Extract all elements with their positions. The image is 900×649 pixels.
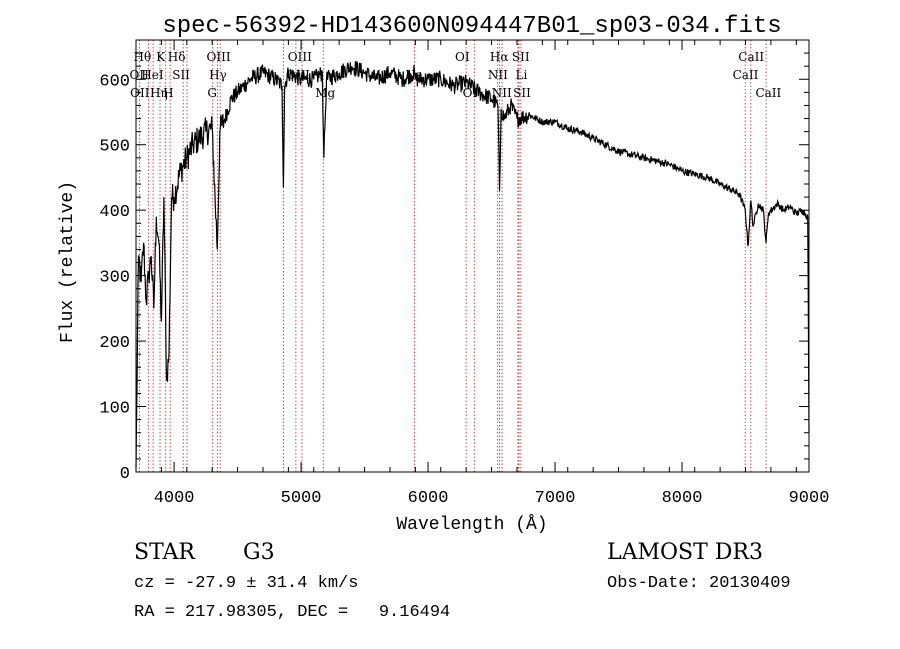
spectral-line-label: SII	[513, 86, 531, 100]
x-tick-label: 6000	[408, 489, 449, 508]
x-tick-label: 9000	[789, 489, 830, 508]
spectral-line-label: OIII	[207, 50, 231, 64]
plot-frame	[135, 39, 810, 473]
spectrum-line	[135, 61, 810, 469]
spectral-line-label: HeI	[141, 68, 164, 82]
x-tick-label: 8000	[662, 489, 703, 508]
spectral-line-label: CaII	[733, 68, 759, 82]
spectral-line-label: Hη	[150, 86, 168, 100]
y-tick-label: 400	[99, 203, 130, 222]
spectral-line-label: H	[163, 86, 173, 100]
x-axis-label: Wavelength (Å)	[396, 514, 547, 535]
spectral-line-label: NII	[492, 86, 512, 100]
y-tick-label: 100	[99, 400, 130, 419]
spectral-line-label: SII	[172, 68, 190, 82]
observation-date: Obs-Date: 20130409	[607, 574, 791, 593]
spectral-line-label: Mg	[315, 86, 335, 100]
y-tick-label: 200	[99, 334, 130, 353]
y-axis-label: Flux (relative)	[58, 181, 78, 343]
coordinates: RA = 217.98305, DEC = 9.16494	[134, 603, 451, 622]
spectral-line-label: G	[207, 86, 217, 100]
spectral-line-label: K	[156, 50, 166, 64]
object-class: STAR	[134, 540, 195, 565]
spectral-line-label: Li	[515, 68, 527, 82]
axes: 4000 5000 6000 7000 8000 9000 0 100 200 300 400 500…	[99, 39, 830, 508]
y-tick-label: 0	[120, 465, 130, 484]
spectral-line-label: Hα	[490, 50, 509, 64]
spectral-line-label: NII	[488, 68, 508, 82]
spectral-line-label: OI	[455, 50, 470, 64]
spectral-line-label: Hγ	[209, 68, 227, 82]
x-tick-label: 7000	[535, 489, 576, 508]
y-tick-label: 500	[99, 138, 130, 157]
x-tick-label: 5000	[281, 489, 322, 508]
redshift-cz: cz = -27.9 ± 31.4 km/s	[134, 574, 359, 593]
spectral-line-label: OIII	[288, 50, 312, 64]
spectral-line-label: CaII	[738, 50, 764, 64]
y-tick-label: 300	[99, 269, 130, 288]
spectral-line-label: OII	[130, 68, 150, 82]
x-tick-label: 4000	[154, 489, 195, 508]
spectral-line-label: SII	[512, 50, 530, 64]
spectral-subclass: G3	[243, 540, 275, 565]
spectral-line-label: Hδ	[168, 50, 186, 64]
survey-name: LAMOST DR3	[607, 540, 763, 565]
spectral-line-label: CaII	[755, 86, 781, 100]
spectral-line-markers	[138, 40, 767, 472]
spectral-line-label: OII	[130, 86, 150, 100]
y-tick-label: 600	[99, 72, 130, 91]
chart-title: spec-56392-HD143600N094447B01_sp03-034.f…	[162, 13, 781, 40]
